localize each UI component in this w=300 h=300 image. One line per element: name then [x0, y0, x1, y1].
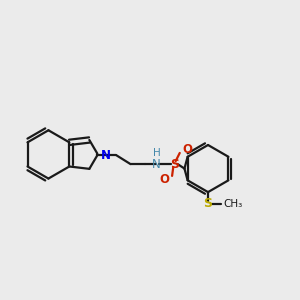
Text: CH₃: CH₃ [223, 199, 243, 209]
Text: S: S [169, 158, 178, 171]
Text: O: O [160, 173, 170, 186]
Text: N: N [101, 149, 111, 162]
Text: O: O [182, 142, 192, 156]
Text: S: S [203, 197, 212, 210]
Text: N: N [152, 158, 161, 171]
Text: H: H [153, 148, 160, 158]
